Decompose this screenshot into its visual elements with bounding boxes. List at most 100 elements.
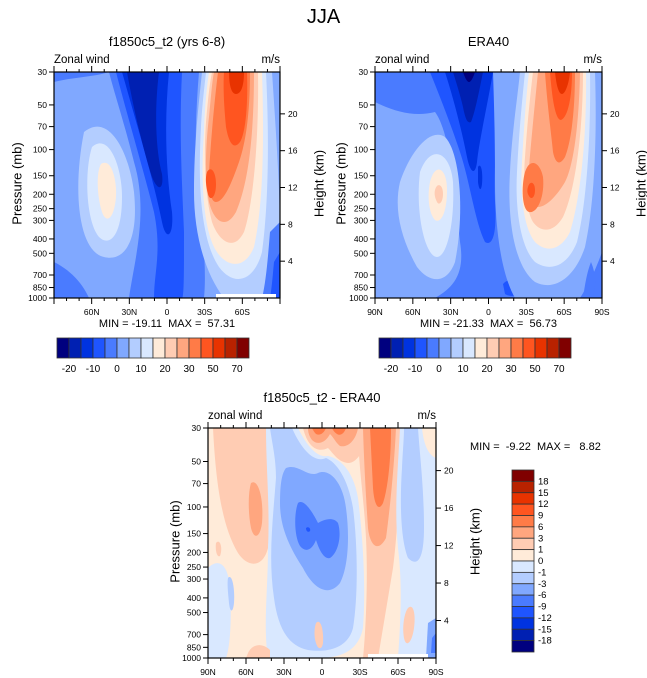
y-right-tick-label: 12 <box>288 183 298 193</box>
contour-level <box>54 72 109 82</box>
y-right-tick-label: 8 <box>444 578 449 588</box>
panel3-ylabel-right: Height (km) <box>467 507 483 576</box>
colorbar-box <box>511 549 535 562</box>
x-tick-label: 60N <box>84 307 100 317</box>
panel1-plot <box>53 71 281 299</box>
panel1-right-string: m/s <box>261 54 280 66</box>
contour-level <box>314 621 324 649</box>
y-tick-label: 100 <box>354 145 368 155</box>
colorbar-label: -6 <box>538 590 546 601</box>
contour-level <box>248 482 263 536</box>
y-tick-label: 700 <box>33 270 47 280</box>
colorbar-label: 6 <box>538 522 543 533</box>
colorbar-box <box>511 606 535 619</box>
y-right-tick-label: 16 <box>444 503 454 513</box>
contour-level <box>54 262 89 298</box>
y-right-tick-label: 8 <box>610 219 615 229</box>
colorbar-label: 20 <box>159 364 171 375</box>
colorbar-box <box>511 583 535 596</box>
x-tick-label: 90S <box>594 307 609 317</box>
colorbar-label: 50 <box>529 364 541 375</box>
colorbar-label: -1 <box>538 567 546 578</box>
x-tick-label: 60S <box>557 307 572 317</box>
contour-level <box>116 72 184 298</box>
y-tick-label: 150 <box>354 171 368 181</box>
contour-level <box>270 252 280 298</box>
x-tick-label: 90N <box>200 667 216 677</box>
colorbar-label: -15 <box>538 624 552 635</box>
x-tick-label: 30S <box>352 667 367 677</box>
colorbar-box <box>511 640 535 653</box>
y-tick-label: 700 <box>354 270 368 280</box>
panel3-left-string: zonal wind <box>208 410 263 422</box>
panel1-left-string: Zonal wind <box>54 54 110 66</box>
x-tick-label: 0 <box>486 307 491 317</box>
colorbar-box <box>511 492 535 505</box>
panel1-title: f1850c5_t2 (yrs 6-8) <box>108 34 226 49</box>
y-tick-label: 150 <box>33 171 47 181</box>
contour-level <box>312 428 326 435</box>
panel2-right-string: m/s <box>583 54 602 66</box>
colorbar-box <box>200 337 214 359</box>
colorbar-box <box>474 337 488 359</box>
colorbar-box <box>498 337 512 359</box>
colorbar-box <box>510 337 524 359</box>
colorbar-box <box>414 337 428 359</box>
colorbar-label: 3 <box>538 533 543 544</box>
contour-level <box>246 645 270 658</box>
y-right-tick-label: 12 <box>610 183 620 193</box>
colorbar-box <box>164 337 178 359</box>
plot-frame <box>374 71 603 299</box>
colorbar-box <box>522 337 536 359</box>
y-tick-label: 1000 <box>182 653 201 663</box>
y-tick-label: 400 <box>187 593 201 603</box>
contour-level <box>295 502 340 559</box>
panel1-minmax: MIN = -19.11 MAX = 57.31 <box>98 318 236 330</box>
contour-level <box>400 428 424 562</box>
colorbar-label: -3 <box>538 579 546 590</box>
contour-level <box>223 72 248 146</box>
colorbar-box <box>378 337 392 359</box>
x-tick-label: 30S <box>519 307 534 317</box>
y-right-tick-label: 8 <box>288 219 293 229</box>
contour-level <box>583 262 596 298</box>
colorbar-box <box>224 337 238 359</box>
colorbar-label: 0 <box>436 364 442 375</box>
contour-level <box>205 169 216 199</box>
y-tick-label: 70 <box>192 479 202 489</box>
colorbar-box <box>511 560 535 573</box>
y-tick-label: 70 <box>38 122 48 132</box>
colorbar-box <box>486 337 500 359</box>
y-tick-label: 400 <box>33 234 47 244</box>
colorbar-box <box>511 594 535 607</box>
colorbar-label: 9 <box>538 511 543 522</box>
panel2-plot <box>374 71 603 299</box>
y-right-tick-label: 16 <box>288 146 298 156</box>
colorbar-box <box>511 480 535 494</box>
x-tick-label: 30N <box>443 307 459 317</box>
y-tick-label: 850 <box>187 642 201 652</box>
y-tick-label: 1000 <box>28 293 47 303</box>
colorbar-box <box>511 628 535 642</box>
plot-frame <box>207 427 437 659</box>
y-tick-label: 300 <box>354 215 368 225</box>
missing-data <box>368 654 428 658</box>
y-tick-label: 250 <box>187 562 201 572</box>
y-tick-label: 500 <box>354 248 368 258</box>
y-right-tick-label: 12 <box>444 541 454 551</box>
colorbar-box <box>438 337 452 359</box>
x-tick-label: 0 <box>320 667 325 677</box>
panel3-minmax: MIN = -9.22 MAX = 8.82 <box>470 441 601 453</box>
colorbar-box <box>140 337 154 359</box>
x-tick-label: 30N <box>276 667 292 677</box>
colorbar-box <box>56 337 70 359</box>
colorbar-label: -18 <box>538 636 552 647</box>
panel3-right-string: m/s <box>417 410 436 422</box>
colorbar-label: 20 <box>481 364 493 375</box>
figure-title: JJA <box>306 6 341 28</box>
x-tick-label: 90N <box>367 307 383 317</box>
y-tick-label: 250 <box>33 204 47 214</box>
colorbar-label: 12 <box>538 499 549 510</box>
